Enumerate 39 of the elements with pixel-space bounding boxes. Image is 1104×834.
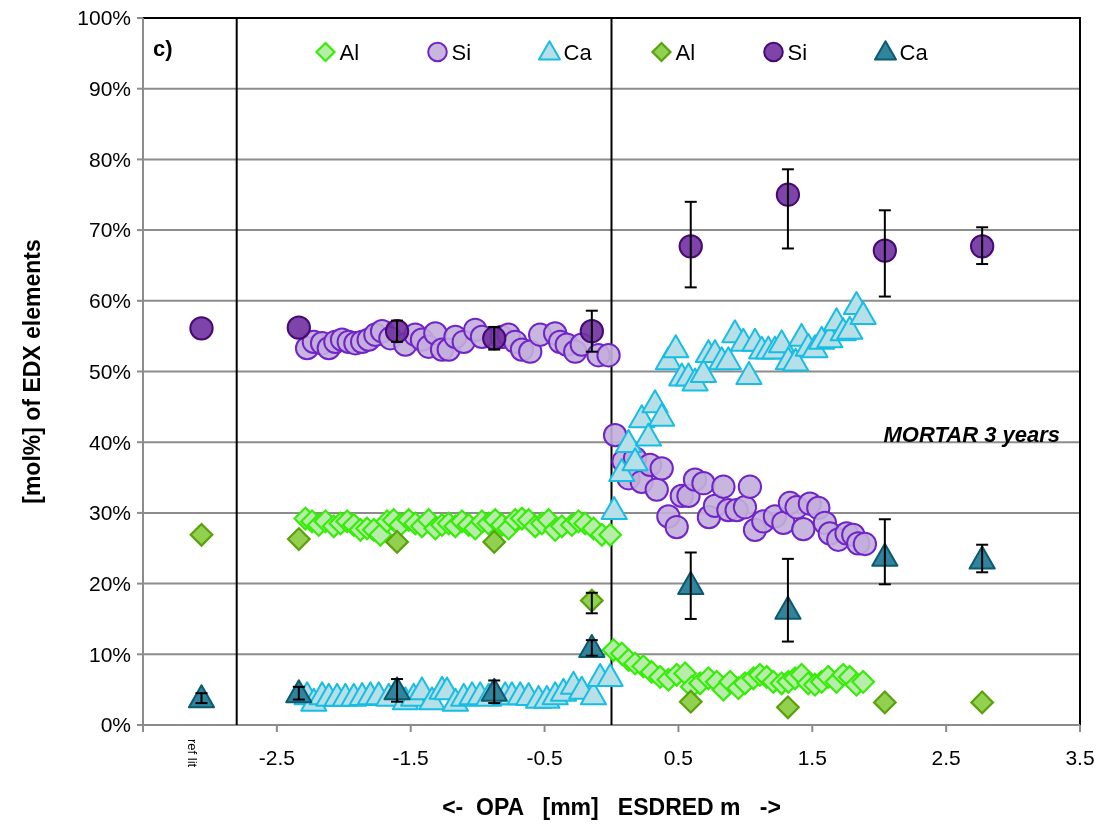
x-tick-label: 0.5 [663,746,694,769]
y-tick-label: 80% [88,147,131,171]
point [970,690,995,715]
y-tick-label: 10% [88,642,131,666]
point [189,316,214,341]
point [286,527,311,551]
point [872,690,897,715]
legend-label: Al [339,39,360,65]
legend-label: Ca [899,39,929,65]
legend-label: Si [787,39,808,65]
legend-label: Ca [563,39,593,65]
y-tick-label: 50% [88,359,131,383]
point [482,529,507,554]
y-tick-label: 60% [88,289,131,313]
legend-label: Si [451,39,472,65]
point [286,315,311,340]
point [189,522,214,547]
text: c) [153,36,173,61]
x-tick-label: 2.5 [931,746,961,769]
point [678,689,703,714]
y-tick-label: 100% [77,6,131,30]
annotation: MORTAR 3 years [883,422,1060,448]
legend-label: Al [675,39,696,65]
y-tick-label: 70% [88,218,131,242]
y-tick-label: 40% [88,430,131,454]
x-axis-title: <- OPA [mm] ESDRED m -> [442,794,781,820]
y-tick-label: 30% [88,501,131,525]
x-tick-label: -2.5 [258,746,295,769]
y-axis-title: [mol%] of EDX elements [19,239,45,504]
x-tick-label: -1.5 [392,746,429,769]
point [385,529,409,554]
y-tick-label: 0% [100,713,131,737]
y-tick-label: 90% [88,77,131,101]
y-tick-label: 20% [88,571,131,595]
x-tick-label: 1.5 [797,746,827,769]
point [776,695,800,720]
x-tick-label: -0.5 [526,746,563,769]
x-tick-label: 3.5 [1065,746,1095,769]
text: ref lit [185,739,201,768]
